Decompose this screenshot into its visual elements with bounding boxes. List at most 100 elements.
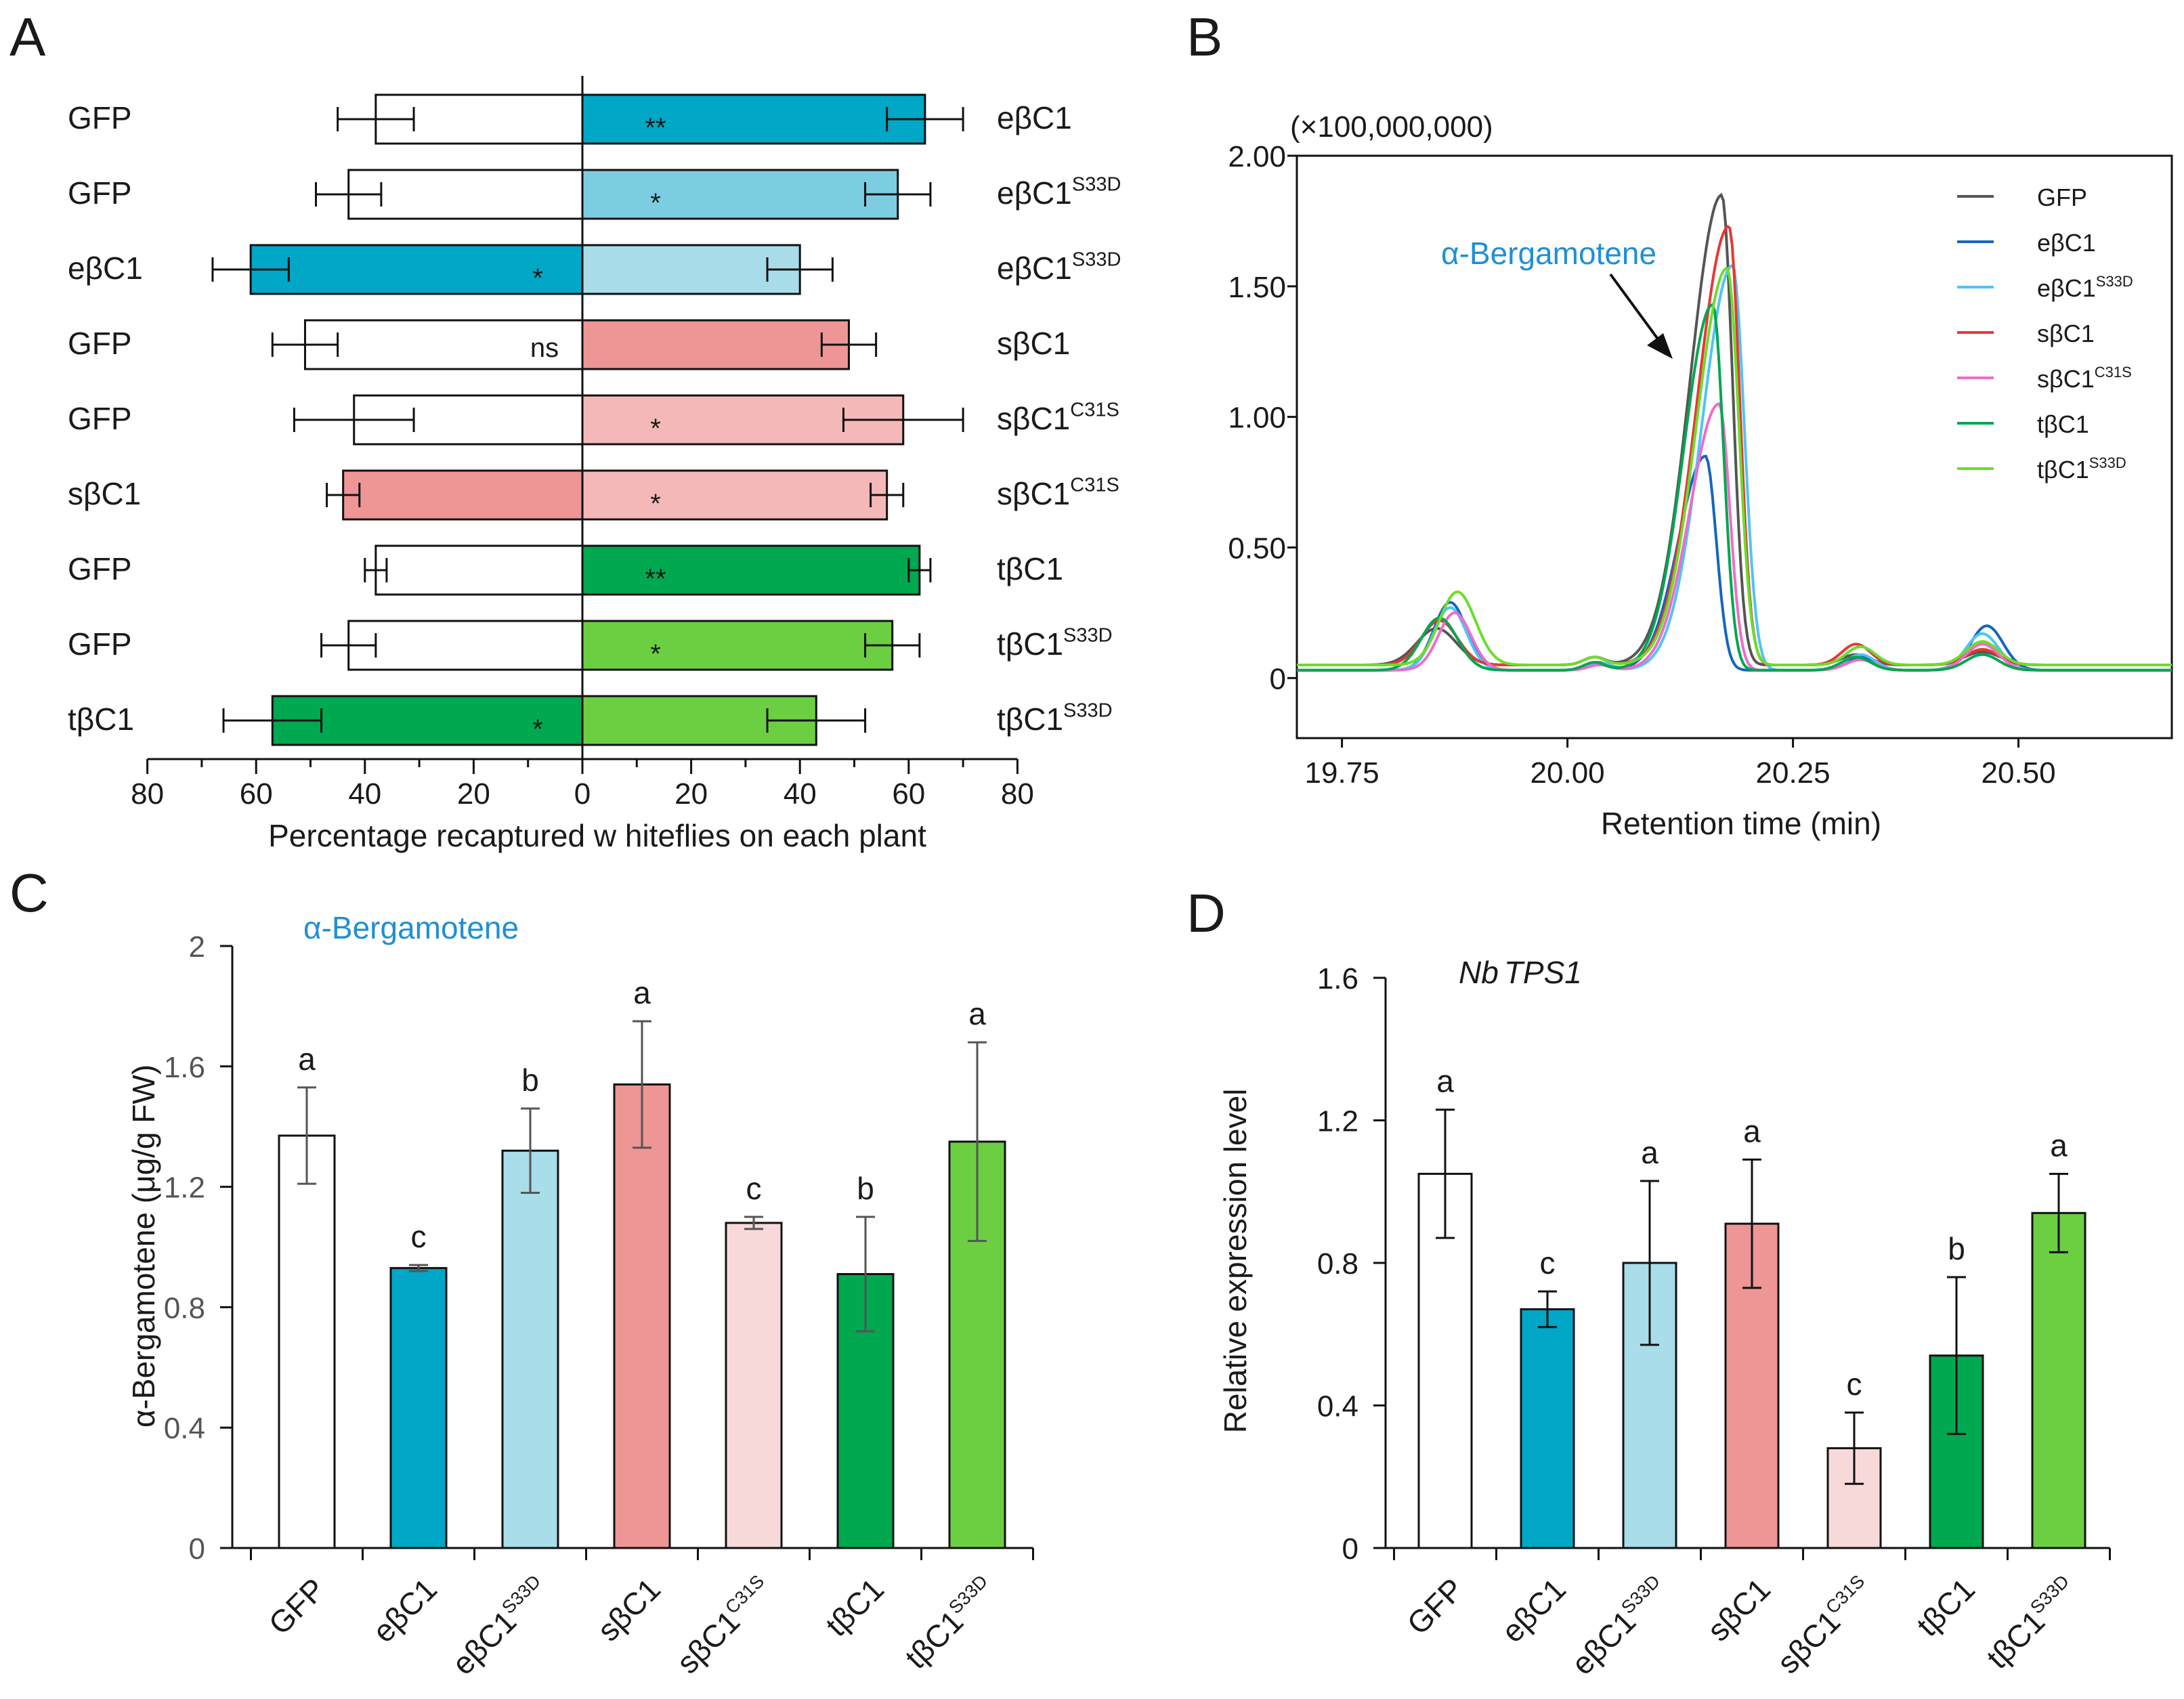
c-category-label-text: GFP <box>261 1571 332 1641</box>
c-y-tick-label: 1.6 <box>164 1051 205 1084</box>
d-y-tick-label: 0.4 <box>1317 1390 1358 1423</box>
a-left-label: GFP <box>68 175 132 211</box>
d-category-label-superscript: C31S <box>1822 1571 1868 1618</box>
a-bar-right <box>581 169 899 220</box>
a-bar-right <box>581 319 850 370</box>
d-category-label-superscript: S33D <box>2026 1571 2073 1618</box>
a-significance-label: ** <box>645 564 666 594</box>
a-left-label-text: eβC1 <box>68 251 143 286</box>
a-left-label: GFP <box>68 626 132 662</box>
a-x-tick-label: 60 <box>892 777 925 811</box>
d-significance-letter: c <box>1847 1367 1862 1402</box>
d-bar <box>1417 1172 1473 1549</box>
c-category-label: sβC1C31S <box>670 1571 779 1680</box>
c-category-label-text: tβC1 <box>819 1571 891 1643</box>
d-significance-letter: c <box>1540 1245 1556 1281</box>
b-series-line <box>1297 267 2172 666</box>
b-legend-label-text: eβC1 <box>2037 274 2096 302</box>
a-right-label-superscript: S33D <box>1072 249 1121 271</box>
b-legend-label-superscript: S33D <box>2089 454 2126 471</box>
b-legend-label: GFP <box>2037 184 2087 211</box>
b-annotation-arrow-head <box>1647 333 1673 359</box>
b-y-tick-label: 1.50 <box>1228 271 1286 304</box>
d-category-label-text: tβC1 <box>1910 1571 1982 1643</box>
a-x-axis-title: Percentage recaptured w hiteflies on eac… <box>268 818 926 853</box>
panel-c-chart: 0 0.4 0.8 1.2 1.6 2 a GFP c eβC1 b eβC1S33D a sβC1 c sβ… <box>126 910 1034 1681</box>
a-right-label-superscript: C31S <box>1070 400 1119 421</box>
a-left-label: GFP <box>68 401 132 436</box>
a-left-label: GFP <box>68 551 132 586</box>
c-y-tick-label: 0.4 <box>164 1412 205 1445</box>
c-significance-letter: c <box>411 1219 427 1254</box>
c-compound-annotation: α-Bergamotene <box>303 910 519 945</box>
a-right-label-superscript: S33D <box>1063 625 1113 647</box>
b-legend-label-superscript: S33D <box>2096 273 2133 290</box>
a-right-label-text: eβC1 <box>997 251 1072 286</box>
a-left-label: sβC1 <box>68 476 141 511</box>
a-significance-label: * <box>650 188 661 218</box>
c-significance-letter: b <box>521 1062 539 1098</box>
c-y-tick-label: 2 <box>189 930 205 964</box>
c-y-tick-label: 0.8 <box>164 1291 205 1325</box>
d-y-tick-label: 1.6 <box>1317 962 1358 995</box>
b-legend-label-text: sβC1 <box>2037 365 2095 393</box>
b-x-axis-title: Retention time (min) <box>1601 806 1881 841</box>
b-legend-label-text: tβC1 <box>2037 410 2089 438</box>
a-left-label-text: GFP <box>68 326 132 361</box>
a-left-label-text: GFP <box>68 175 132 211</box>
a-right-label-text: tβC1 <box>997 551 1063 586</box>
d-category-label: tβC1S33D <box>1979 1571 2084 1675</box>
d-category-label: tβC1 <box>1910 1571 1982 1643</box>
b-legend-label: sβC1C31S <box>2037 364 2132 393</box>
c-category-label: tβC1 <box>819 1571 891 1643</box>
a-significance-label: * <box>650 489 661 519</box>
c-significance-letter: a <box>633 975 651 1010</box>
a-right-label-superscript: S33D <box>1072 174 1121 196</box>
a-left-label-text: tβC1 <box>68 702 134 737</box>
d-significance-letter: a <box>1743 1113 1761 1148</box>
a-right-label: tβC1S33D <box>997 625 1113 662</box>
b-annotation-arrow <box>1609 273 1664 347</box>
a-right-label: sβC1 <box>997 326 1070 361</box>
a-right-label: eβC1S33D <box>997 174 1121 211</box>
d-category-label: sβC1C31S <box>1770 1571 1879 1680</box>
b-y-tick-label: 0.50 <box>1228 532 1286 565</box>
d-category-label-text: sβC1 <box>1700 1571 1777 1648</box>
a-x-tick-label: 40 <box>348 777 381 811</box>
b-legend-label: sβC1 <box>2037 320 2095 347</box>
b-x-tick-label: 19.75 <box>1305 756 1379 790</box>
panel-label-d: D <box>1186 883 1226 943</box>
a-significance-label: * <box>650 414 661 444</box>
d-y-axis-title: Relative expression level <box>1218 1089 1253 1434</box>
a-left-label: tβC1 <box>68 702 134 737</box>
d-category-label-text: GFP <box>1400 1571 1470 1641</box>
c-category-label: GFP <box>261 1571 332 1641</box>
a-x-tick-label: 20 <box>457 777 490 811</box>
a-bar-left <box>303 319 584 370</box>
b-legend-label-superscript: C31S <box>2095 364 2132 381</box>
d-category-label: sβC1 <box>1700 1571 1777 1648</box>
c-significance-letter: b <box>857 1171 874 1206</box>
c-bar <box>389 1267 448 1549</box>
c-category-label: sβC1 <box>591 1571 667 1648</box>
d-significance-letter: b <box>1948 1231 1965 1266</box>
a-right-label: tβC1S33D <box>997 700 1113 737</box>
a-right-label: sβC1C31S <box>997 400 1119 436</box>
b-plot-frame <box>1296 154 2173 739</box>
b-legend-label: tβC1S33D <box>2037 454 2126 483</box>
b-legend-label-text: tβC1 <box>2037 456 2089 483</box>
a-x-tick-label: 20 <box>675 777 708 811</box>
panel-label-a: A <box>9 7 46 67</box>
b-y-tick-label: 2.00 <box>1228 140 1286 173</box>
d-y-tick-label: 0.8 <box>1317 1247 1358 1281</box>
b-legend-label: eβC1 <box>2037 229 2096 257</box>
c-category-label-superscript: S33D <box>945 1571 991 1618</box>
a-right-label-text: sβC1 <box>997 476 1070 511</box>
c-category-label: eβC1 <box>366 1571 444 1649</box>
c-y-tick-label: 1.2 <box>164 1171 205 1205</box>
a-x-tick-label: 0 <box>574 777 591 811</box>
c-y-axis-title: α-Bergamotene (μg/g FW) <box>126 1064 161 1427</box>
a-right-label: sβC1C31S <box>997 475 1119 511</box>
a-left-label-text: GFP <box>68 626 132 662</box>
b-legend-label-text: eβC1 <box>2037 229 2096 257</box>
